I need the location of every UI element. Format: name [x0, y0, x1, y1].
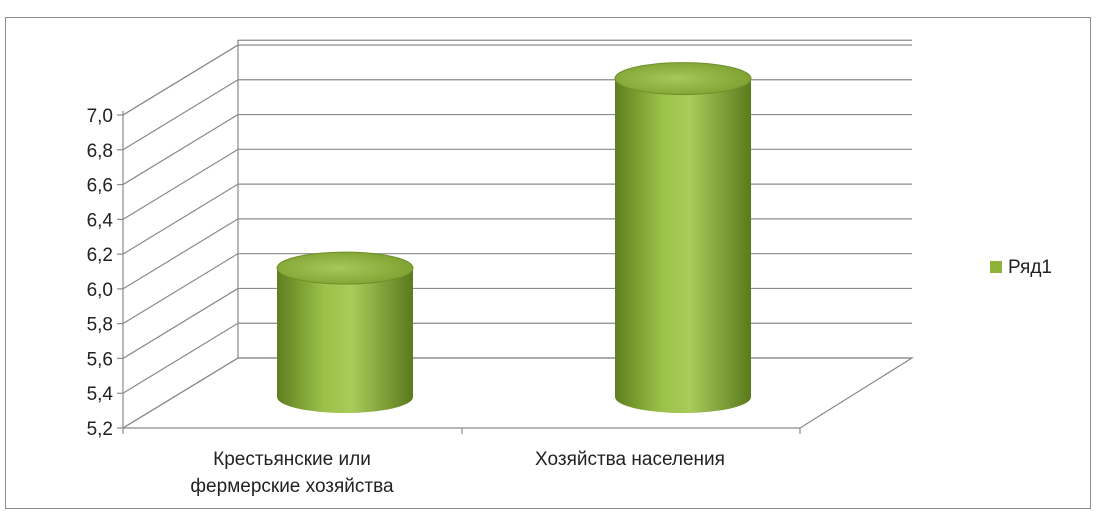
floor-outline [122, 357, 915, 429]
y-tick-label: 6,4 [87, 210, 114, 231]
chart-frame [5, 17, 1091, 509]
gridline-side [122, 44, 239, 116]
y-tick-label: 5,6 [87, 349, 113, 370]
y-tick-label: 6,2 [87, 245, 113, 266]
x-category-label: Хозяйства населения [535, 449, 725, 470]
y-tick-label: 6,6 [87, 176, 113, 197]
bar-body [615, 78, 751, 414]
bar-2 [614, 62, 752, 414]
gridline-side [122, 357, 239, 429]
gridline-side [122, 183, 239, 255]
bar-top [276, 251, 414, 285]
y-tick-label: 5,8 [87, 315, 113, 336]
legend-label-series1: Ряд1 [1008, 257, 1052, 278]
y-tick-label: 6,0 [87, 280, 113, 301]
x-category-label: фермерские хозяйства [190, 476, 394, 497]
y-tick-label: 7,0 [87, 106, 113, 127]
gridline-side [122, 79, 239, 151]
gridlines [122, 39, 912, 429]
gridline-side [122, 253, 239, 325]
bar-1 [276, 251, 414, 413]
chart-walls [122, 40, 915, 429]
legend: Ряд1 [990, 257, 1052, 278]
gridline-side [122, 114, 239, 186]
y-tick-label: 5,2 [87, 419, 113, 440]
bars [276, 62, 752, 414]
gridline-side [122, 218, 239, 290]
y-axis: 5,2 5,4 5,6 5,8 6,0 6,2 6,4 6,6 6,8 7,0 [87, 106, 124, 440]
bar-top [614, 62, 752, 96]
bar-body [277, 268, 413, 413]
y-tick-label: 6,8 [87, 141, 113, 162]
x-category-label: Крестьянские или [213, 449, 371, 470]
gridline-side [122, 148, 239, 220]
x-axis: Крестьянские или фермерские хозяйства Хозя… [122, 427, 801, 497]
y-tick-label: 5,4 [87, 384, 114, 405]
gridline-side [122, 287, 239, 359]
legend-swatch [990, 261, 1002, 273]
gridline-side [122, 322, 239, 394]
